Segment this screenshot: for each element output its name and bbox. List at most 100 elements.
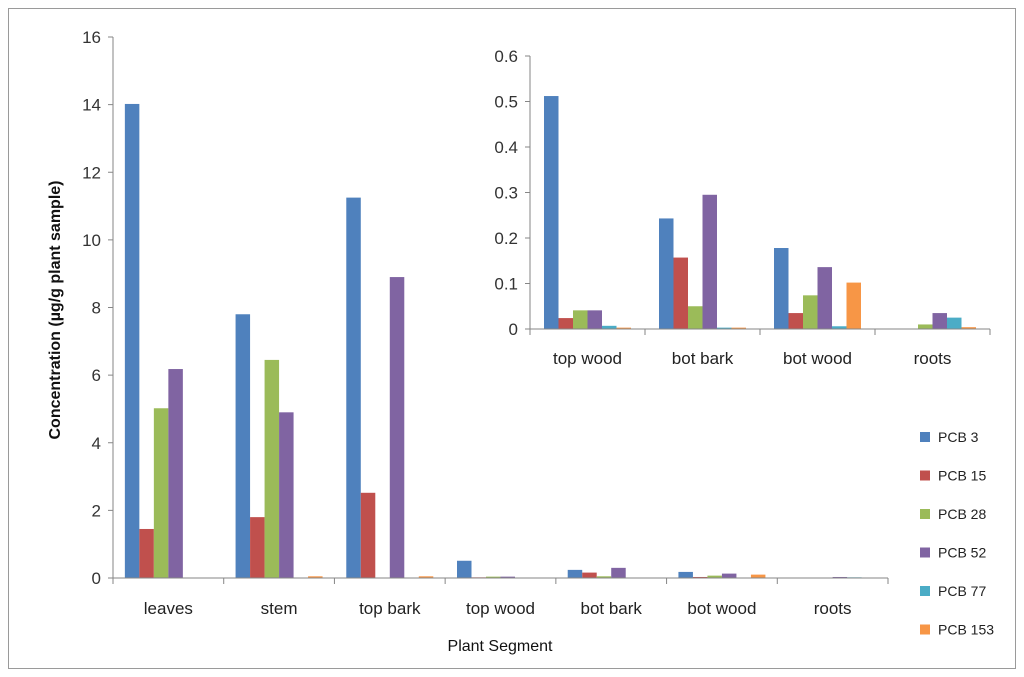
- legend-swatch: [920, 470, 930, 481]
- main-y-tick-label: 2: [92, 501, 101, 520]
- inset-bar: [688, 306, 703, 329]
- main-y-tick-label: 14: [82, 96, 101, 115]
- inset-bar: [817, 267, 832, 329]
- legend-label: PCB 15: [938, 468, 986, 484]
- inset-category-label: top wood: [553, 349, 622, 368]
- main-category-label: roots: [814, 599, 852, 618]
- main-bar: [486, 576, 501, 578]
- main-bar: [707, 575, 722, 578]
- main-bar: [832, 576, 848, 578]
- legend-swatch: [920, 624, 930, 635]
- main-axes: [112, 37, 889, 584]
- main-bar: [418, 576, 434, 578]
- inset-bar: [616, 327, 631, 329]
- legend: PCB 3 PCB 15 PCB 28 PCB 52 PCB 77 PCB 153: [920, 429, 994, 638]
- inset-y-tick-label: 0: [509, 320, 518, 339]
- main-bar: [389, 277, 405, 578]
- inset-bar: [717, 327, 732, 329]
- inset-bar: [846, 282, 861, 329]
- legend-swatch: [920, 432, 930, 442]
- main-y-tick-label: 8: [92, 299, 101, 318]
- main-bar: [678, 571, 693, 578]
- inset-bar: [573, 310, 588, 329]
- legend-label: PCB 52: [938, 545, 986, 561]
- inset-y-tick-label: 0.5: [494, 93, 518, 112]
- inset-bar: [587, 310, 602, 329]
- main-category-label: stem: [261, 599, 298, 618]
- main-y-tick-label: 0: [92, 569, 101, 588]
- legend-swatch: [920, 547, 930, 558]
- legend-swatch: [920, 586, 930, 596]
- main-category-label: leaves: [144, 599, 193, 618]
- main-bar: [692, 576, 708, 578]
- main-category-label: top wood: [466, 599, 535, 618]
- inset-category-labels: top wood bot bark bot wood roots: [553, 349, 951, 368]
- main-y-tick-label: 6: [92, 366, 101, 385]
- main-bar: [264, 359, 280, 578]
- inset-bars: [544, 96, 976, 329]
- inset-y-tick-label: 0.6: [494, 47, 518, 66]
- main-bar: [250, 517, 265, 578]
- inset-bar: [558, 318, 573, 329]
- inset-chart: 0 0.1 0.2 0.3 0.4 0.5 0.6 top wood bot bark bot …: [494, 47, 991, 368]
- main-category-label: top bark: [359, 599, 421, 618]
- inset-bar: [788, 313, 803, 329]
- main-category-labels: leaves stem top bark top wood bot bark bot wo…: [144, 599, 852, 618]
- main-y-tick-label: 12: [82, 163, 101, 182]
- main-bar: [308, 576, 323, 578]
- inset-bar: [918, 324, 933, 329]
- main-bar: [235, 314, 251, 578]
- inset-bar: [832, 326, 847, 329]
- main-y-ticks: 0 2 4 6 8 10 12 14 16: [82, 28, 113, 588]
- inset-category-label: bot wood: [783, 349, 852, 368]
- inset-bar: [544, 96, 559, 329]
- main-bar: [168, 369, 183, 578]
- main-bar: [360, 492, 376, 578]
- main-y-tick-label: 4: [92, 434, 101, 453]
- main-bar: [124, 103, 140, 578]
- main-category-label: bot wood: [687, 599, 756, 618]
- main-bar: [500, 576, 515, 578]
- legend-label: PCB 28: [938, 506, 986, 522]
- inset-y-tick-label: 0.4: [494, 138, 518, 157]
- main-bar: [611, 567, 626, 578]
- inset-bar: [961, 327, 976, 329]
- inset-category-label: roots: [914, 349, 952, 368]
- main-bar: [596, 576, 612, 578]
- inset-bar: [659, 218, 674, 329]
- inset-y-tick-label: 0.3: [494, 184, 518, 203]
- main-bar: [139, 528, 154, 578]
- main-bar: [153, 408, 169, 578]
- legend-label: PCB 153: [938, 622, 994, 638]
- inset-axes: [529, 56, 991, 335]
- main-bar: [750, 574, 766, 578]
- inset-y-tick-label: 0.2: [494, 229, 518, 248]
- inset-bar: [947, 317, 962, 329]
- inset-bar: [731, 327, 746, 329]
- main-y-tick-label: 16: [82, 28, 101, 47]
- main-bar: [457, 560, 472, 578]
- main-bar: [721, 573, 737, 578]
- main-chart: 0 2 4 6 8 10 12 14 16 leaves stem top bark top wood…: [47, 28, 889, 655]
- inset-y-tick-label: 0.1: [494, 275, 518, 294]
- main-bar: [346, 197, 361, 578]
- inset-category-label: bot bark: [672, 349, 734, 368]
- x-axis-title: Plant Segment: [448, 638, 554, 655]
- main-bars: [124, 103, 862, 578]
- legend-swatch: [920, 509, 930, 519]
- inset-bar: [774, 248, 789, 329]
- main-bar: [279, 412, 294, 578]
- main-category-label: bot bark: [580, 599, 642, 618]
- inset-y-ticks: 0 0.1 0.2 0.3 0.4 0.5 0.6: [494, 47, 530, 339]
- legend-label: PCB 77: [938, 583, 986, 599]
- inset-bar: [602, 325, 617, 329]
- inset-bar: [932, 313, 947, 329]
- y-axis-title: Concentration (µg/g plant sample): [47, 180, 64, 439]
- main-bar: [582, 572, 597, 578]
- inset-bar: [673, 257, 688, 329]
- inset-bar: [702, 194, 717, 329]
- legend-label: PCB 3: [938, 429, 979, 445]
- main-y-tick-label: 10: [82, 231, 101, 250]
- main-bar: [567, 569, 583, 578]
